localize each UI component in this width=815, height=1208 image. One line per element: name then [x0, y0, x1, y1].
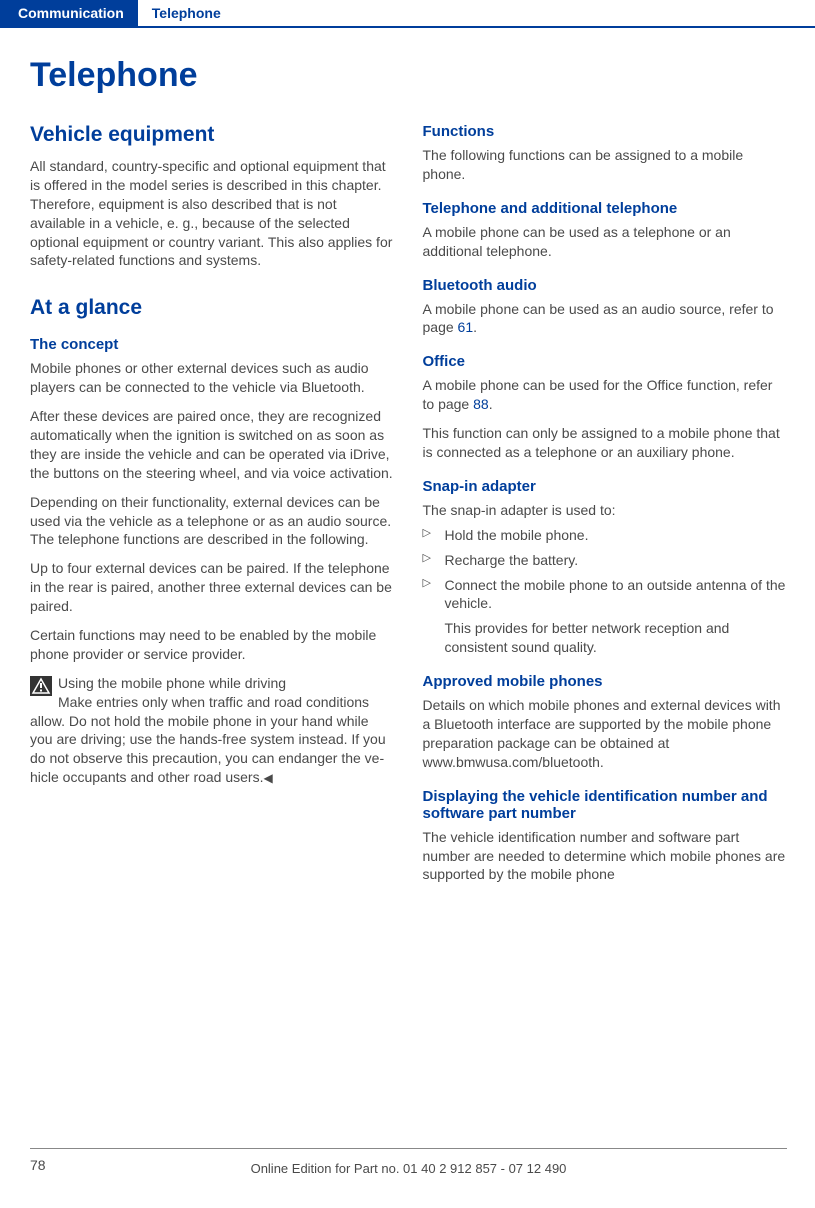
list-item: Connect the mobile phone to an outside a…	[423, 576, 788, 658]
para: Depending on their functionality, extern…	[30, 493, 395, 550]
heading-functions: Functions	[423, 123, 788, 140]
heading-the-concept: The concept	[30, 336, 395, 353]
para: Details on which mobile phones and exter…	[423, 696, 788, 772]
footer-text: Online Edition for Part no. 01 40 2 912 …	[30, 1155, 787, 1176]
para: A mobile phone can be used as a telephon…	[423, 223, 788, 261]
heading-approved-phones: Approved mobile phones	[423, 673, 788, 690]
para: A mobile phone can be used for the Offic…	[423, 376, 788, 414]
heading-vehicle-equipment: Vehicle equipment	[30, 123, 395, 147]
page-number: 78	[30, 1157, 46, 1173]
list-item: Hold the mobile phone.	[423, 526, 788, 545]
warning-body: Make entries only when traffic and road …	[30, 694, 386, 786]
para: This function can only be assigned to a …	[423, 424, 788, 462]
heading-at-a-glance: At a glance	[30, 296, 395, 320]
heading-snap-in-adapter: Snap-in adapter	[423, 478, 788, 495]
list-item-sub: This provides for better network recepti…	[445, 619, 788, 657]
para: A mobile phone can be used as an audio s…	[423, 300, 788, 338]
warning-icon	[30, 676, 52, 696]
para: All standard, country-specific and optio…	[30, 157, 395, 270]
para: The following functions can be assigned …	[423, 146, 788, 184]
para: Certain functions may need to be enabled…	[30, 626, 395, 664]
header-tabs: Communication Telephone	[0, 0, 815, 28]
page-title: Telephone	[30, 56, 787, 95]
text: .	[473, 319, 477, 335]
para: Mobile phones or other external devices …	[30, 359, 395, 397]
para: The snap-in adapter is used to:	[423, 501, 788, 520]
footer: 78 Online Edition for Part no. 01 40 2 9…	[30, 1148, 787, 1188]
page-link-61[interactable]: 61	[458, 319, 474, 335]
para: After these devices are paired once, the…	[30, 407, 395, 483]
page-link-88[interactable]: 88	[473, 396, 489, 412]
heading-office: Office	[423, 353, 788, 370]
warning-block: Using the mobile phone while driving Mak…	[30, 674, 395, 787]
list-item: Recharge the battery.	[423, 551, 788, 570]
tab-telephone: Telephone	[138, 0, 235, 26]
end-mark-icon: ◀	[263, 771, 272, 785]
heading-bluetooth-audio: Bluetooth audio	[423, 277, 788, 294]
tab-communication: Communication	[0, 0, 138, 26]
heading-telephone-additional: Telephone and additional telephone	[423, 200, 788, 217]
page-body: Telephone Vehicle equipment All standard…	[0, 28, 815, 894]
right-column: Functions The following functions can be…	[423, 123, 788, 894]
para: The vehicle identification number and so…	[423, 828, 788, 885]
columns: Vehicle equipment All standard, country-…	[30, 123, 787, 894]
text: .	[489, 396, 493, 412]
snapin-list: Hold the mobile phone. Recharge the batt…	[423, 526, 788, 657]
left-column: Vehicle equipment All standard, country-…	[30, 123, 395, 894]
text: Connect the mobile phone to an outside a…	[445, 577, 786, 612]
warning-title: Using the mobile phone while driving	[58, 675, 286, 691]
heading-vin-software: Displaying the vehicle identification nu…	[423, 788, 788, 822]
para: Up to four external devices can be paire…	[30, 559, 395, 616]
